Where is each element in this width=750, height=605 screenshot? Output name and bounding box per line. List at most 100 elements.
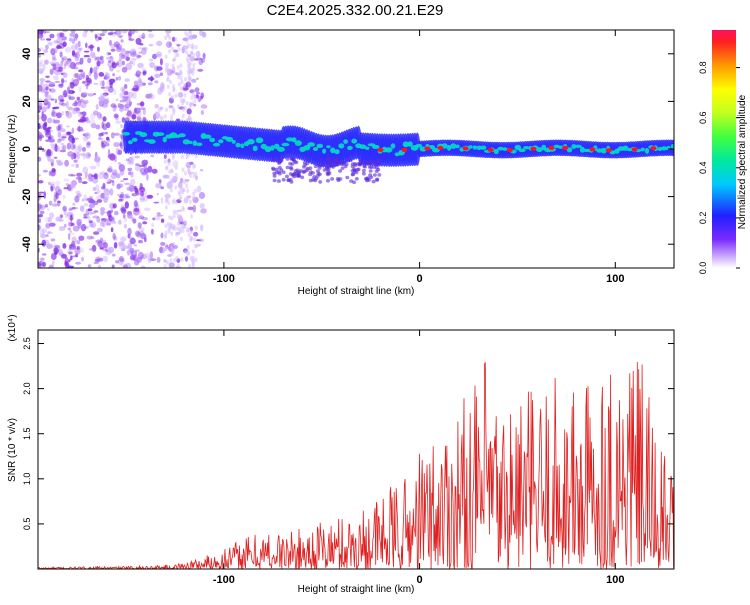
heatmap-noise-cell — [171, 95, 174, 100]
heatmap-core-cell — [493, 148, 499, 155]
heatmap-noise-cell — [138, 215, 145, 220]
heatmap-noise-cell — [142, 70, 147, 75]
heatmap-noise-cell — [44, 128, 51, 136]
heatmap-noise-cell — [120, 86, 126, 92]
heatmap-noise-cell — [50, 183, 56, 191]
heatmap-band-cell — [285, 157, 290, 161]
heatmap-noise-cell — [176, 263, 180, 268]
heatmap-band-cell — [352, 162, 357, 166]
heatmap-noise-cell — [119, 52, 124, 56]
heatmap-noise-cell — [165, 196, 169, 202]
heatmap-noise-cell — [138, 239, 144, 244]
heatmap-noise-cell — [181, 205, 185, 210]
heatmap-noise-cell — [84, 226, 89, 229]
heatmap-noise-cell — [193, 103, 197, 107]
heatmap-noise-cell — [45, 131, 52, 138]
heatmap-noise-cell — [151, 222, 155, 228]
heatmap-noise-cell — [52, 64, 57, 71]
heatmap-noise-cell — [76, 77, 81, 81]
heatmap-noise-cell — [38, 209, 41, 212]
heatmap-noise-cell — [112, 31, 117, 35]
heatmap-noise-cell — [48, 181, 52, 186]
heatmap-noise-cell — [118, 103, 121, 108]
heatmap-noise-cell — [164, 223, 168, 229]
heatmap-noise-cell — [86, 235, 93, 240]
heatmap-noise-cell — [148, 43, 154, 47]
heatmap-noise-cell — [68, 251, 73, 255]
heatmap-noise-cell — [85, 116, 89, 121]
heatmap-noise-cell — [185, 38, 189, 44]
heatmap-noise-cell — [77, 144, 83, 152]
heatmap-noise-cell — [53, 75, 59, 81]
heatmap-noise-cell — [202, 52, 206, 60]
heatmap-band-cell — [300, 175, 305, 180]
heatmap-noise-cell — [43, 98, 49, 106]
heatmap-noise-cell — [72, 109, 77, 115]
heatmap-noise-cell — [81, 181, 88, 185]
heatmap-noise-cell — [94, 34, 98, 39]
heatmap-noise-cell — [73, 36, 78, 41]
heatmap-noise-cell — [83, 194, 87, 200]
heatmap-core-cell — [204, 134, 212, 139]
colorbar-tick-label: 0.8 — [698, 61, 708, 74]
heatmap-noise-cell — [108, 60, 112, 63]
heatmap-band-cell — [272, 178, 277, 183]
heatmap-noise-cell — [63, 89, 68, 98]
heatmap-noise-cell — [110, 48, 116, 52]
snr-series-line — [38, 361, 674, 569]
heatmap-noise-cell — [89, 44, 94, 52]
heatmap-noise-cell — [132, 254, 138, 261]
heatmap-noise-cell — [129, 237, 136, 245]
heatmap-noise-cell — [38, 180, 44, 184]
heatmap-core-cell — [468, 145, 473, 149]
heatmap-noise-cell — [109, 39, 112, 47]
heatmap-band-cell — [294, 160, 299, 165]
heatmap-noise-cell — [169, 258, 173, 263]
heatmap-noise-cell — [38, 115, 42, 120]
heatmap-band-cell — [368, 161, 372, 166]
heatmap-noise-cell — [107, 32, 113, 36]
heatmap-noise-cell — [139, 36, 146, 39]
heatmap-noise-cell — [97, 46, 100, 52]
heatmap-noise-cell — [193, 99, 197, 104]
heatmap-noise-cell — [170, 252, 174, 257]
heatmap-noise-cell — [128, 183, 133, 189]
heatmap-noise-cell — [159, 72, 164, 76]
heatmap-noise-cell — [153, 201, 160, 204]
heatmap-noise-cell — [122, 97, 129, 101]
heatmap-peak-cell — [562, 145, 569, 150]
heatmap-noise-cell — [193, 237, 197, 242]
heatmap-noise-cell — [182, 107, 185, 112]
heatmap-noise-cell — [56, 200, 62, 204]
heatmap-noise-cell — [160, 197, 164, 204]
heatmap-noise-cell — [97, 112, 102, 119]
heatmap-noise-cell — [143, 190, 148, 195]
heatmap-noise-cell — [102, 255, 108, 263]
heatmap-noise-cell — [164, 233, 167, 238]
heatmap-noise-cell — [200, 208, 207, 214]
heatmap-noise-cell — [51, 167, 56, 173]
heatmap-noise-cell — [68, 96, 76, 101]
heatmap-noise-cell — [88, 212, 95, 215]
heatmap-noise-cell — [196, 185, 202, 193]
heatmap-band-cell — [271, 167, 276, 172]
heatmap-noise-cell — [71, 185, 76, 189]
heatmap-noise-cell — [149, 93, 155, 100]
heatmap-noise-cell — [93, 261, 99, 265]
heatmap-noise-cell — [120, 48, 127, 54]
heatmap-noise-cell — [165, 65, 169, 70]
heatmap-noise-cell — [160, 186, 164, 190]
heatmap-noise-cell — [65, 183, 69, 186]
heatmap-noise-cell — [154, 215, 161, 221]
heatmap-noise-cell — [39, 106, 43, 110]
figure-title: C2E4.2025.332.00.21.E29 — [267, 2, 444, 19]
heatmap-noise-cell — [107, 86, 114, 93]
heatmap-noise-cell — [89, 178, 93, 183]
heatmap-band-cell — [375, 177, 380, 182]
heatmap-core-cell — [384, 147, 393, 153]
heatmap-noise-cell — [194, 154, 198, 159]
heatmap-noise-cell — [89, 113, 96, 121]
heatmap-noise-cell — [112, 107, 117, 112]
heatmap-noise-cell — [59, 149, 66, 153]
heatmap-core-cell — [252, 145, 258, 152]
